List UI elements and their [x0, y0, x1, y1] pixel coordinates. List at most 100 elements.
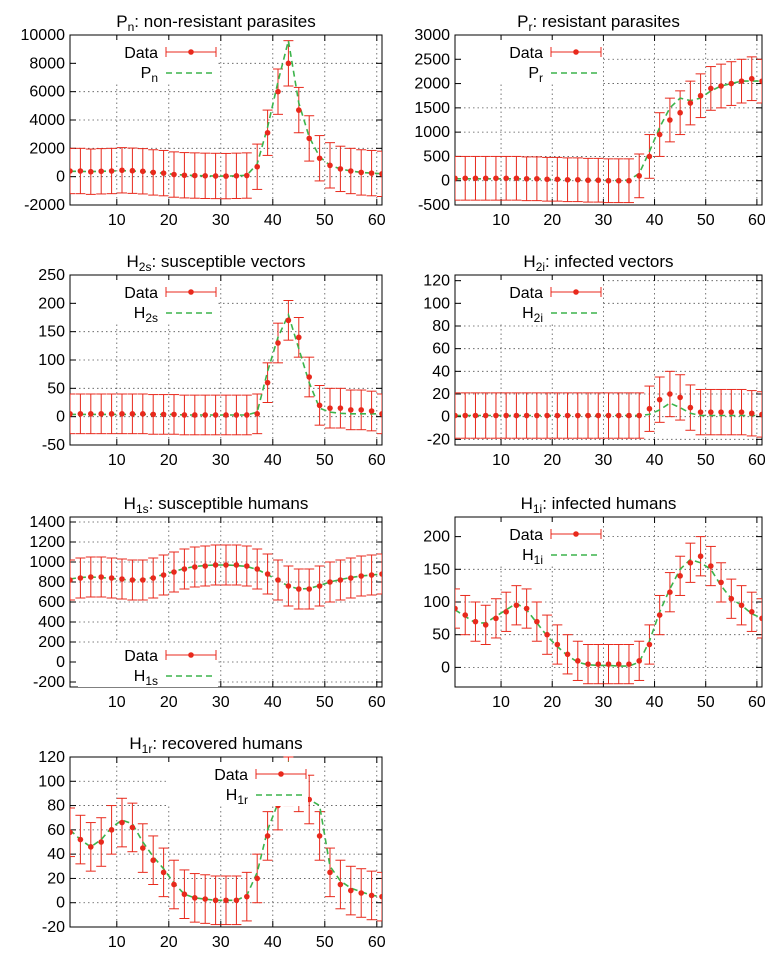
data-point — [223, 562, 229, 568]
legend-data-label: Data — [124, 648, 158, 665]
panel-title: H2s: susceptible vectors — [127, 252, 306, 274]
legend-data-marker — [278, 771, 284, 777]
data-point — [129, 167, 136, 174]
legend: Data Pn — [78, 40, 218, 85]
data-point — [626, 661, 632, 667]
data-point — [585, 177, 591, 184]
y-tick-label: 150 — [423, 561, 450, 578]
data-point — [738, 602, 745, 609]
legend-model-label-subscript: 1r — [237, 793, 248, 807]
legend-model-label: H1s — [134, 668, 158, 688]
x-tick-label: 30 — [594, 212, 612, 229]
data-point — [296, 107, 302, 113]
data-point — [472, 412, 479, 419]
x-tick-label: 60 — [368, 694, 386, 711]
data-point — [759, 78, 762, 84]
legend-data-marker — [188, 49, 194, 55]
y-tick-label: 2000 — [414, 76, 450, 93]
panel-title-rest: : susceptible vectors — [151, 252, 305, 271]
y-tick-label: 400 — [38, 614, 65, 631]
x-tick-label: 30 — [212, 694, 230, 711]
y-tick-label: 0 — [441, 409, 450, 426]
legend-model-label-subscript: 2s — [145, 311, 158, 325]
data-point — [564, 651, 571, 658]
data-point — [212, 562, 219, 568]
data-point — [455, 175, 458, 182]
data-point — [77, 575, 84, 581]
y-tick-label: 0 — [56, 169, 65, 186]
data-point — [368, 408, 375, 414]
data-point — [482, 412, 489, 419]
data-point — [585, 661, 591, 667]
x-tick-label: 40 — [264, 452, 282, 469]
y-tick-label: 40 — [47, 846, 65, 863]
y-tick-label: 1000 — [414, 124, 450, 141]
data-point — [544, 412, 550, 419]
y-tick-label: 800 — [38, 574, 65, 591]
legend-data-marker — [188, 289, 194, 295]
y-tick-label: 20 — [432, 386, 450, 403]
panel-title-main: H — [521, 494, 533, 513]
data-point — [462, 175, 469, 182]
data-point — [462, 412, 469, 419]
data-point — [605, 661, 612, 667]
x-tick-label: 10 — [108, 934, 126, 951]
data-point — [254, 411, 260, 417]
x-tick-label: 60 — [368, 452, 386, 469]
legend-data-marker — [188, 652, 194, 658]
data-point — [275, 340, 281, 346]
legend-model-label-subscript: r — [539, 71, 543, 85]
legend-model-label: H1i — [522, 547, 543, 567]
data-point — [348, 168, 354, 174]
legend-model-label-subscript: n — [151, 71, 158, 85]
data-point — [493, 175, 499, 182]
panel-title-rest: : non-resistant parasites — [134, 12, 315, 31]
panel-pr: 10 20 30 40 50 60 -500 0 500 1000 1500 2000 2500 3000… — [414, 12, 765, 229]
data-point — [98, 411, 104, 417]
panel-title-main: H — [129, 734, 141, 753]
legend-model-label-main: H — [134, 668, 146, 685]
data-point — [88, 844, 94, 850]
legend-data-marker — [573, 289, 579, 295]
data-point — [368, 892, 375, 899]
panel-title-subscript: 1r — [142, 742, 153, 756]
legend-model-label-main: H — [134, 305, 146, 322]
data-point — [523, 605, 530, 612]
data-point — [728, 595, 735, 602]
data-point — [192, 172, 198, 179]
y-tick-label: 0 — [56, 654, 65, 671]
series-group — [70, 756, 382, 926]
panel-title-main: P — [517, 12, 528, 31]
x-tick-label: 60 — [368, 212, 386, 229]
data-point — [316, 833, 323, 839]
legend-background — [78, 280, 218, 324]
y-tick-label: 1000 — [29, 554, 65, 571]
y-tick-label: 0 — [441, 173, 450, 190]
plot-frame — [454, 34, 763, 206]
legend-background — [463, 280, 603, 324]
panel-title: H1r: recovered humans — [129, 734, 302, 756]
legend-model-label-main: P — [528, 65, 539, 82]
data-point — [358, 573, 365, 579]
panel-title: Pr: resistant parasites — [517, 12, 680, 34]
data-point — [119, 167, 125, 174]
panel-title-rest: : infected humans — [542, 494, 676, 513]
data-point — [748, 609, 755, 615]
data-point — [728, 409, 735, 415]
panel-title: Pn: non-resistant parasites — [116, 12, 315, 34]
data-point — [534, 175, 540, 182]
data-point — [544, 176, 550, 183]
data-point — [316, 583, 323, 589]
data-point — [605, 177, 612, 184]
x-tick-label: 60 — [368, 934, 386, 951]
x-tick-label: 60 — [748, 694, 765, 711]
y-tick-label: 250 — [38, 267, 65, 284]
legend-data-label: Data — [214, 767, 248, 784]
panel-title-subscript: 2i — [536, 260, 545, 274]
data-point — [150, 857, 156, 864]
data-point — [108, 168, 115, 174]
panel-title-subscript: 2s — [139, 260, 152, 274]
data-point — [77, 168, 84, 174]
